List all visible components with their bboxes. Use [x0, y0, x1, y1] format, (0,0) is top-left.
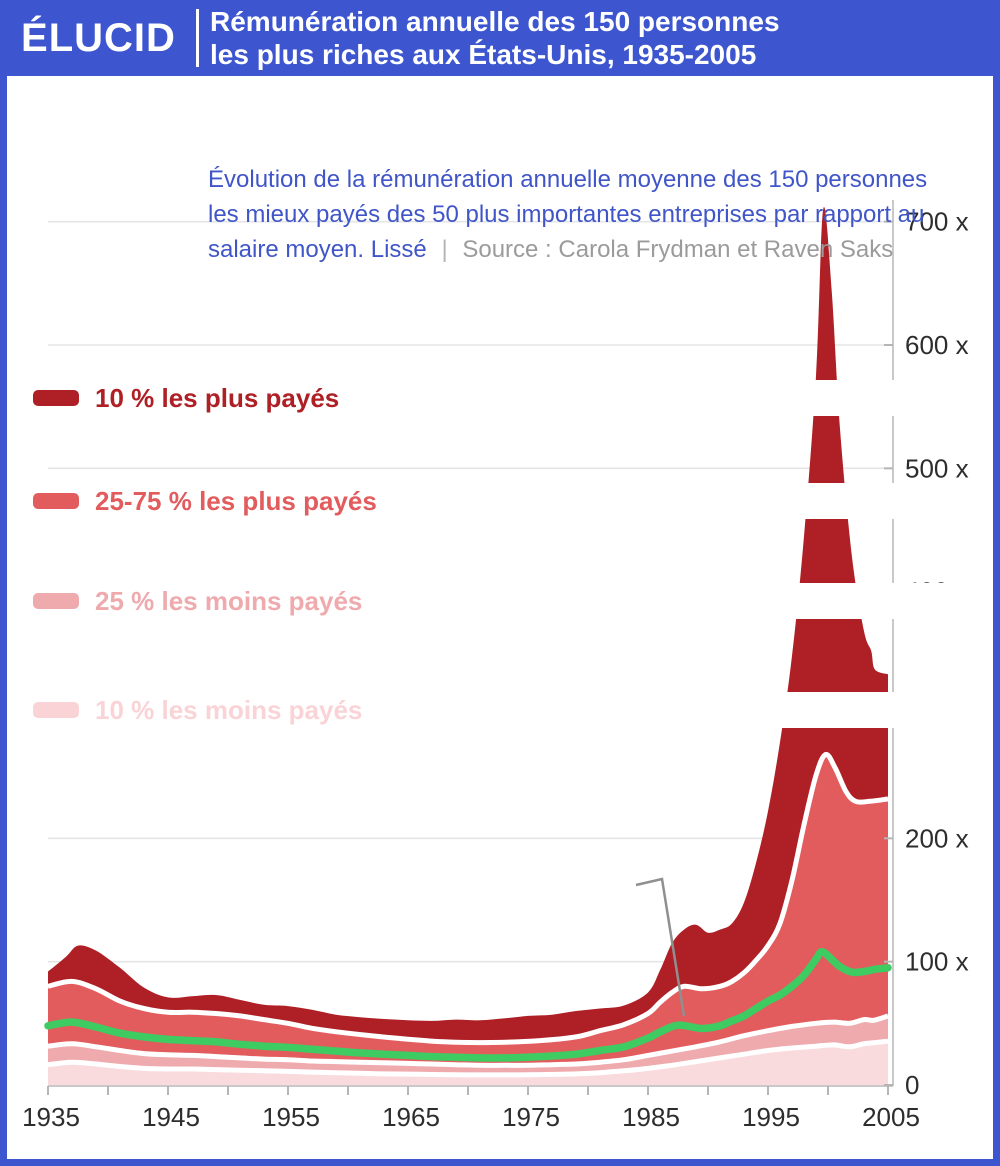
band-p10	[48, 1041, 888, 1085]
legend-swatch-bottom25	[33, 593, 79, 609]
header-bar: ÉLUCID Rémunération annuelle des 150 per…	[0, 0, 1000, 76]
x-tick-label: 1975	[502, 1102, 560, 1132]
median-line	[44, 948, 892, 1062]
legend-item-25-75: 25-75 % les plus payés	[30, 483, 1000, 519]
median-callout-line	[635, 877, 686, 1017]
x-tick-label: 1955	[262, 1102, 320, 1132]
subtitle-line-2: les mieux payés des 50 plus importantes …	[208, 201, 925, 228]
y-tick-label: 200 x	[905, 823, 969, 853]
subtitle-line-3-text: salaire moyen. Lissé	[208, 236, 427, 263]
y-tick-label: 100 x	[905, 947, 969, 977]
separator-p25	[47, 1013, 889, 1068]
legend-item-bottom25: 25 % les moins payés	[30, 583, 1000, 619]
legend-swatch-bottom10	[33, 702, 79, 718]
page-title: Rémunération annuelle des 150 personnes …	[210, 5, 990, 71]
header-divider	[196, 9, 199, 67]
band-max	[48, 207, 888, 1043]
legend-swatch-top10	[33, 390, 79, 406]
x-tick-label: 1965	[382, 1102, 440, 1132]
source-separator: |	[441, 236, 448, 263]
legend-item-top10: 10 % les plus payés	[30, 380, 1000, 416]
x-tick-label: 1935	[22, 1102, 80, 1132]
legend-swatch-25-75	[33, 493, 79, 509]
separator-p75	[47, 751, 889, 1046]
x-tick-label: 2005	[862, 1102, 920, 1132]
chart-subtitle: Évolution de la rémunération annuelle mo…	[208, 162, 978, 267]
legend-label-top10: 10 % les plus payés	[95, 382, 340, 413]
subtitle-line-1: Évolution de la rémunération annuelle mo…	[208, 166, 928, 193]
separator-p10	[47, 1038, 889, 1078]
title-line-2: les plus riches aux États-Unis, 1935-200…	[210, 39, 757, 70]
elucid-logo-text: ÉLUCID	[21, 15, 176, 60]
legend-label-25-75: 25-75 % les plus payés	[95, 485, 377, 516]
legend-label-bottom25: 25 % les moins payés	[95, 585, 363, 616]
x-tick-label: 1945	[142, 1102, 200, 1132]
legend-item-bottom10: 10 % les moins payés	[30, 692, 1000, 728]
y-tick-label: 700 x	[905, 207, 969, 237]
source-credit: Source : Carola Frydman et Raven Saks	[462, 236, 894, 263]
elucid-logo: ÉLUCID	[0, 0, 197, 76]
legend-label-bottom10: 10 % les moins payés	[95, 694, 363, 725]
x-tick-label: 1985	[622, 1102, 680, 1132]
title-line-1: Rémunération annuelle des 150 personnes	[210, 6, 780, 37]
y-tick-label: 0	[905, 1070, 919, 1100]
subtitle-line-3: salaire moyen. Lissé | Source : Carola F…	[208, 232, 978, 267]
y-tick-label: 600 x	[905, 330, 969, 360]
y-tick-label: 500 x	[905, 453, 969, 483]
x-tick-label: 1995	[742, 1102, 800, 1132]
